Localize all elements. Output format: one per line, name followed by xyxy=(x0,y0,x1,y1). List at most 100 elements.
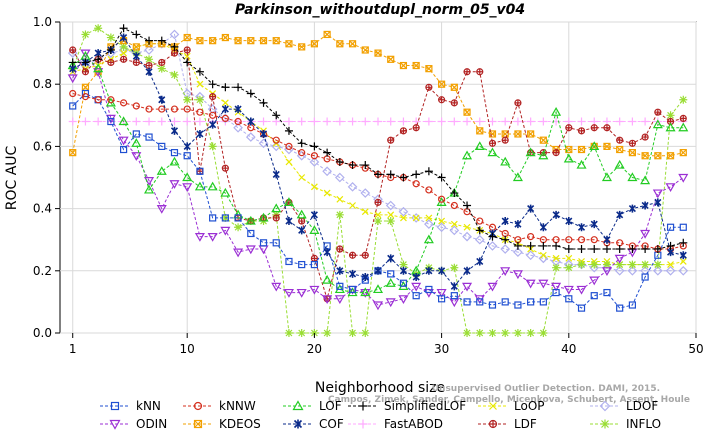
data-point xyxy=(144,45,154,55)
data-point xyxy=(93,68,104,77)
data-point xyxy=(145,105,153,113)
data-point xyxy=(209,111,217,119)
data-point xyxy=(539,329,548,337)
data-point xyxy=(310,254,318,262)
legend-label: FastABOD xyxy=(384,417,443,431)
data-point xyxy=(654,198,662,207)
data-point xyxy=(552,241,561,250)
credit-watermark: Unsupervised Outlier Detection. DAMI, 20… xyxy=(328,384,690,405)
data-point xyxy=(387,211,395,219)
data-point xyxy=(145,67,153,76)
data-point xyxy=(120,49,128,57)
data-point xyxy=(259,117,268,126)
data-point xyxy=(158,142,166,150)
data-point xyxy=(437,173,446,182)
data-point xyxy=(438,96,446,104)
data-point xyxy=(334,172,345,183)
data-point xyxy=(425,65,433,73)
data-point xyxy=(514,220,522,229)
data-point xyxy=(132,52,140,61)
data-point xyxy=(209,93,217,101)
data-point xyxy=(298,43,306,51)
data-point xyxy=(475,226,484,235)
data-point xyxy=(81,117,90,126)
data-point xyxy=(68,117,77,126)
data-point xyxy=(209,120,217,129)
data-point xyxy=(398,295,409,304)
data-point xyxy=(360,188,371,198)
data-point xyxy=(412,180,420,188)
data-point xyxy=(539,136,547,144)
data-point xyxy=(285,257,293,266)
data-point xyxy=(640,229,651,239)
data-point xyxy=(577,223,586,232)
data-point xyxy=(145,133,153,141)
data-point xyxy=(170,49,179,57)
data-point xyxy=(539,241,548,250)
data-point xyxy=(298,174,306,181)
legend-item-knn: kNN xyxy=(100,399,161,413)
data-point xyxy=(589,262,600,273)
data-point xyxy=(513,117,522,126)
data-point xyxy=(462,150,473,160)
data-point xyxy=(665,183,676,193)
data-point xyxy=(310,142,319,151)
data-point xyxy=(526,329,535,337)
data-point xyxy=(196,167,204,175)
data-point xyxy=(297,117,306,126)
series-knn xyxy=(69,89,687,312)
data-point xyxy=(93,63,104,73)
data-point xyxy=(361,161,370,170)
data-point xyxy=(119,55,128,63)
data-point xyxy=(665,265,676,276)
legend-swatch-marker xyxy=(599,400,611,412)
data-point xyxy=(437,117,446,126)
data-point xyxy=(501,235,510,244)
data-point xyxy=(322,274,333,284)
data-point xyxy=(285,217,293,226)
data-point xyxy=(119,145,128,154)
data-point xyxy=(576,159,587,169)
x-axis-title: Neighborhood size xyxy=(315,380,445,396)
data-point xyxy=(374,266,382,275)
data-point xyxy=(220,226,231,236)
data-point xyxy=(132,117,141,126)
data-point xyxy=(310,260,318,269)
data-point xyxy=(500,156,511,166)
data-point xyxy=(247,117,255,126)
data-point xyxy=(94,55,103,64)
data-point xyxy=(183,152,191,160)
data-point xyxy=(272,136,280,144)
data-point xyxy=(412,170,421,179)
data-point xyxy=(438,295,446,303)
data-point xyxy=(641,117,650,126)
data-point xyxy=(208,142,217,151)
data-point xyxy=(385,298,396,308)
data-point xyxy=(500,267,511,277)
data-point xyxy=(666,111,675,120)
data-point xyxy=(615,117,624,126)
data-point xyxy=(157,117,166,126)
credit-line-2: Campos, Zimek, Sander, Campello, Micenko… xyxy=(328,395,690,405)
data-point xyxy=(234,223,243,232)
data-point xyxy=(538,253,549,264)
legend-label: LOF xyxy=(319,399,342,413)
data-point xyxy=(68,58,77,67)
data-point xyxy=(526,117,535,126)
data-point xyxy=(487,241,498,251)
legend-item-kdeos: KDEOS xyxy=(183,417,261,431)
data-point xyxy=(601,172,612,182)
data-point xyxy=(285,40,293,48)
data-point xyxy=(221,114,229,123)
data-point xyxy=(310,183,318,191)
data-point xyxy=(488,301,497,309)
data-point xyxy=(170,149,179,157)
data-point xyxy=(284,126,293,135)
data-point xyxy=(183,95,192,104)
data-point xyxy=(158,58,166,67)
data-point xyxy=(450,292,458,300)
data-point xyxy=(360,287,371,297)
legend: kNN kNNW LOF SimplifiedLOF LoOP LDOF ODIN KDEOS… xyxy=(100,399,661,431)
data-point xyxy=(450,189,459,198)
